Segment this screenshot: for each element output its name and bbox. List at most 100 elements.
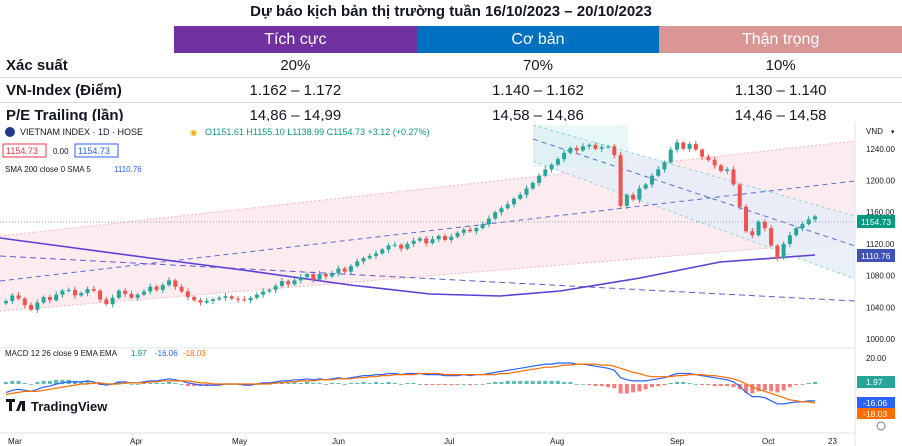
candle-body [436, 236, 441, 240]
buy-box[interactable] [74, 143, 119, 158]
candle-body [399, 244, 404, 249]
macd-hist-bar [618, 384, 623, 394]
candle-body [91, 289, 96, 291]
candle-body [104, 299, 109, 305]
macd-hist-bar [599, 384, 604, 387]
candle-body [317, 274, 322, 280]
macd-hist-bar [135, 384, 140, 385]
candle-body [593, 144, 598, 149]
macd-hist-bar [468, 384, 473, 386]
candle-body [549, 164, 554, 170]
candle-body [35, 302, 40, 310]
price-tick-label: 1120.00 [866, 240, 895, 249]
macd-hist-bar [718, 384, 723, 387]
time-axis: Mar Apr May Jun Jul Aug Sep Oct 23 [8, 437, 837, 446]
macd-hist-bar [624, 384, 629, 394]
macd-hist-bar [530, 380, 535, 384]
macd-hist-bar [693, 384, 698, 385]
settings-icon[interactable] [876, 421, 886, 431]
candle-body [562, 152, 567, 160]
candle-body [486, 218, 491, 225]
macd-hist-bar [179, 384, 184, 385]
candle-body [29, 304, 34, 310]
eye-icon[interactable]: ◉ [190, 128, 197, 137]
macd-hist-bar [424, 384, 429, 386]
candle-body [681, 142, 686, 149]
macd-hist-bar [305, 381, 310, 384]
candle-body [580, 146, 585, 151]
currency-label[interactable]: VND [866, 127, 883, 136]
tradingview-logo[interactable]: TradingView [6, 399, 108, 414]
macd-hist-bar [537, 380, 542, 384]
macd-hist-bar [762, 384, 767, 391]
sma-price-badge [857, 249, 895, 262]
candle-body [461, 229, 466, 233]
macd-hist-bar [656, 384, 661, 387]
candle-body [367, 255, 372, 259]
candle-body [348, 266, 353, 272]
sell-box[interactable] [2, 143, 47, 158]
symbol-label[interactable]: VIETNAM INDEX · 1D · HOSE [20, 127, 143, 137]
macd-hist-bar [750, 384, 755, 394]
candle-body [643, 184, 648, 189]
macd-hist-bar [474, 384, 479, 385]
candle-body [424, 238, 429, 244]
macd-hist-bar [505, 380, 510, 384]
candle-body [4, 300, 8, 304]
candle-body [98, 290, 103, 300]
macd-hist-bar [612, 384, 617, 389]
candle-body [524, 188, 529, 195]
macd-hist-bar [731, 384, 736, 388]
candle-body [442, 236, 447, 240]
candle-body [449, 236, 454, 240]
macd-hist-bar [361, 381, 366, 384]
time-tick-label: 23 [828, 437, 837, 446]
macd-hist-bar [787, 384, 792, 388]
chevron-down-icon[interactable]: ▾ [891, 129, 895, 136]
price-tick-label: 1080.00 [866, 272, 895, 281]
candle-body [330, 273, 335, 277]
macd-label[interactable]: MACD 12 26 close 9 EMA EMA [5, 349, 118, 358]
macd-hist-bar [543, 380, 548, 384]
macd-hist-bar [700, 384, 705, 386]
candle-body [110, 297, 115, 305]
candle-body [135, 294, 140, 298]
candle-body [148, 286, 153, 292]
candle-body [505, 204, 510, 209]
header-cautious: Thận trọng [659, 26, 902, 53]
macd-hist-bar [405, 382, 410, 384]
sell-price: 1154.73 [6, 146, 38, 156]
macd-hist-bar [568, 381, 573, 384]
tradingview-chart[interactable]: 1000.00 1040.00 1080.00 1120.00 1160.00 1200.… [0, 121, 902, 446]
candle-body [769, 228, 774, 246]
time-tick-label: Jul [444, 437, 454, 446]
candle-body [612, 146, 617, 156]
candle-body [405, 243, 410, 249]
cell-probability-positive: 20% [174, 53, 417, 78]
sma-label[interactable]: SMA 200 close 0 SMA 5 [5, 165, 91, 174]
candle-body [543, 169, 548, 176]
falling-channel-highlight [533, 125, 628, 167]
candle-body [530, 182, 535, 189]
macd-hist-bar [173, 382, 178, 384]
price-tick-label: 1040.00 [866, 303, 895, 312]
candle-body [361, 258, 366, 262]
candle-body [537, 175, 542, 183]
macd-hist-bar [367, 382, 372, 384]
candle-body [355, 261, 360, 267]
price-tick-label: 1160.00 [866, 208, 895, 217]
macd-hist-bar [775, 384, 780, 393]
candle-body [22, 298, 27, 305]
candle-body [511, 198, 516, 205]
cell-probability-cautious: 10% [659, 53, 902, 78]
macd-hist-bar [79, 381, 84, 384]
candle-body [16, 295, 21, 299]
candle-body [411, 240, 416, 244]
macd-hist-bar [129, 384, 134, 385]
row-label-vnindex: VN-Index (Điểm) [0, 77, 174, 103]
price-axis: 1000.00 1040.00 1080.00 1120.00 1160.00 1200.… [866, 145, 895, 363]
candle-body [374, 253, 379, 256]
macd-hist-bar [436, 384, 441, 386]
price-tick-label: 1000.00 [866, 335, 895, 344]
macd-hist-bar [148, 382, 153, 384]
